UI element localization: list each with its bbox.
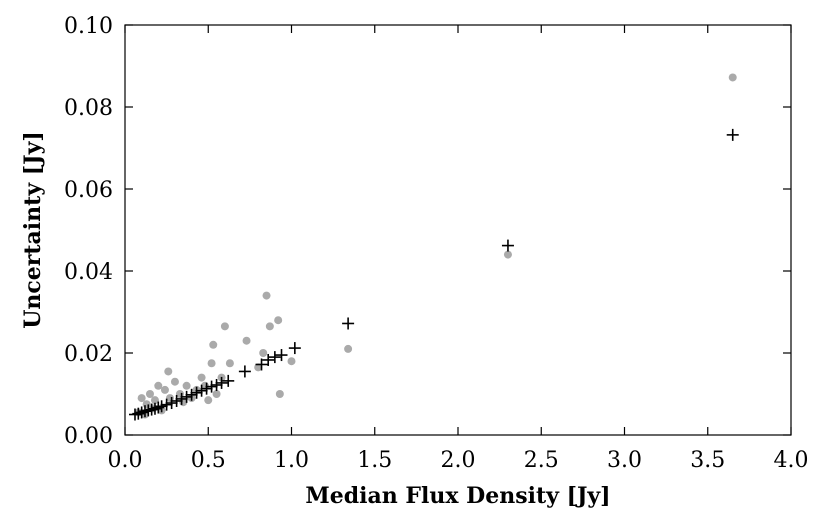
data-point-plus (262, 353, 275, 366)
data-point-circle (137, 394, 146, 403)
plot-frame (124, 24, 792, 436)
data-point-plus (205, 380, 218, 393)
data-point-plus (288, 342, 301, 355)
x-tick-label: 4.0 (774, 448, 809, 473)
data-point-circle (503, 250, 512, 259)
data-point-circle (209, 340, 218, 349)
data-point-circle (142, 400, 151, 409)
data-point-plus (726, 128, 739, 141)
data-point-plus (165, 397, 178, 410)
x-tick-label: 2.5 (524, 448, 559, 473)
data-point-plus (155, 400, 168, 413)
data-point-circle (145, 390, 154, 398)
data-point-circle (287, 357, 296, 366)
x-tick-label: 0.0 (108, 448, 143, 473)
data-point-circle (242, 336, 251, 345)
data-point-circle (254, 363, 263, 372)
x-axis-label: Median Flux Density [Jy] (305, 483, 610, 509)
data-point-plus (255, 358, 268, 371)
data-point-plus (190, 386, 203, 399)
data-point-circle (262, 291, 271, 300)
data-point-circle (197, 373, 206, 382)
data-point-plus (185, 388, 198, 401)
x-tick-label: 3.5 (690, 448, 725, 473)
data-point-circle (259, 349, 268, 357)
x-tick-label: 2.0 (441, 448, 476, 473)
y-tick-label: 0.04 (64, 260, 113, 285)
data-point-plus (160, 398, 173, 411)
data-point-plus (238, 365, 251, 378)
y-tick-label: 0.08 (64, 96, 113, 121)
data-point-plus (175, 392, 188, 405)
data-point-circle (212, 390, 221, 398)
data-point-circle (160, 385, 169, 394)
data-point-circle (170, 377, 179, 386)
data-point-circle (182, 381, 191, 390)
data-point-plus (210, 378, 223, 391)
y-tick-label: 0.00 (64, 424, 113, 449)
data-point-circle (265, 322, 274, 331)
data-point-plus (222, 374, 235, 387)
data-point-circle (728, 73, 737, 82)
data-point-plus (215, 376, 228, 389)
data-point-circle (204, 396, 213, 405)
data-point-circle (154, 381, 163, 390)
y-tick-label: 0.06 (64, 178, 113, 203)
data-point-plus (132, 407, 145, 420)
data-point-plus (268, 351, 281, 364)
data-point-circle (207, 359, 216, 368)
data-point-circle (164, 367, 173, 376)
data-point-circle (344, 344, 353, 353)
y-tick-label: 0.10 (64, 14, 113, 39)
series-0 (134, 73, 737, 419)
x-tick-label: 0.5 (191, 448, 226, 473)
data-point-circle (220, 322, 229, 331)
data-point-circle (150, 396, 159, 405)
data-point-plus (342, 317, 355, 330)
data-point-circle (225, 359, 234, 368)
data-point-circle (275, 390, 284, 398)
x-tick-label: 1.0 (274, 448, 309, 473)
y-tick-label: 0.02 (64, 342, 113, 367)
data-point-plus (501, 239, 514, 252)
data-point-circle (274, 316, 283, 325)
ticks-layer: 0.0 0.5 1.0 1.5 2.0 2.5 3.0 3.5 4.0 0.00 0.02 0.04 0… (64, 14, 808, 473)
data-point-plus (275, 349, 288, 362)
points-layer (128, 73, 739, 421)
x-tick-label: 1.5 (357, 448, 392, 473)
y-axis-label: Uncertainty [Jy] (20, 131, 46, 329)
data-point-plus (170, 394, 183, 407)
series-1 (128, 128, 739, 421)
data-point-plus (200, 382, 213, 395)
data-point-plus (180, 390, 193, 403)
x-tick-label: 3.0 (607, 448, 642, 473)
data-point-plus (195, 384, 208, 397)
